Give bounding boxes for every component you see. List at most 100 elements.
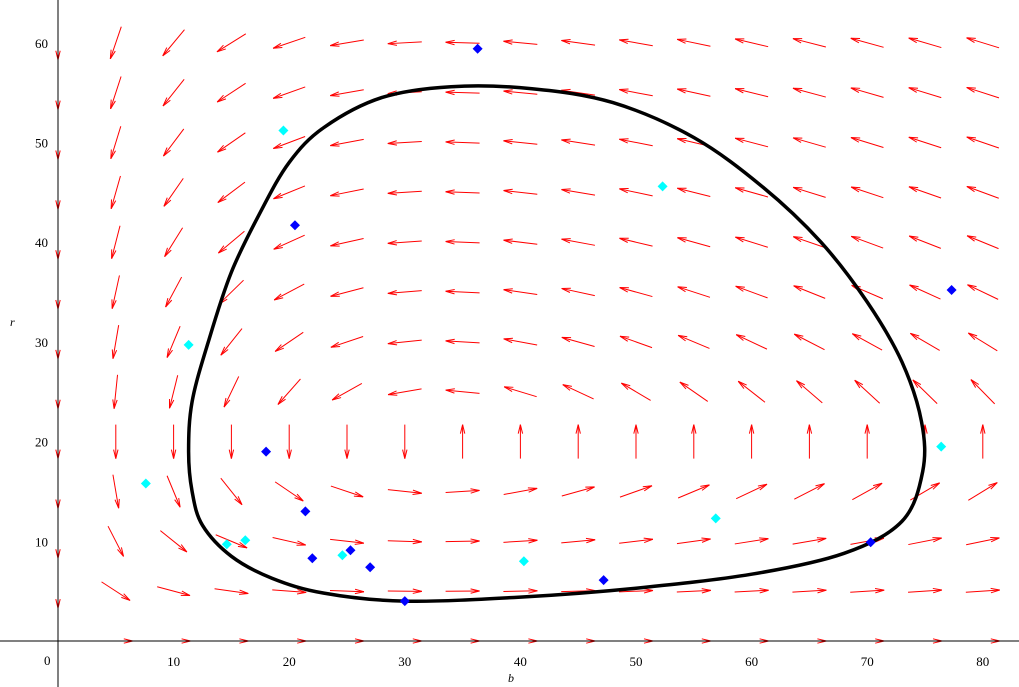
field-arrow [965, 589, 1000, 593]
field-arrow [387, 41, 422, 45]
field-arrow-head [909, 235, 919, 238]
field-arrow-head [561, 138, 571, 141]
field-arrow [561, 39, 596, 46]
field-arrow [851, 235, 884, 249]
field-arrow [734, 38, 769, 48]
field-arrow-head [174, 499, 181, 508]
field-arrow-head [678, 334, 688, 338]
field-arrow-head [796, 380, 803, 389]
field-arrow-head [736, 334, 746, 337]
field-arrow-head [621, 382, 631, 387]
field-arrow-head [503, 140, 513, 145]
field-arrow-head [701, 589, 711, 594]
field-arrow-head [470, 538, 480, 542]
field-arrow-head [330, 341, 339, 348]
field-arrow-head [562, 384, 571, 391]
field-arrow [793, 285, 826, 299]
field-arrow-head [693, 424, 697, 434]
field-arrow-head [274, 344, 282, 352]
field-arrow-head [735, 334, 744, 341]
field-arrow [157, 586, 191, 597]
field-arrow-head [273, 192, 282, 200]
field-arrow-head [120, 547, 125, 557]
field-arrow-head [793, 236, 802, 243]
field-arrow-head [121, 596, 131, 601]
field-arrow-head [503, 338, 513, 344]
field-arrow [111, 225, 121, 259]
field-arrow [966, 537, 1000, 546]
field-arrow-head [966, 136, 975, 143]
field-arrow-head [445, 91, 455, 96]
field-arrow-head [445, 241, 455, 245]
field-arrow-head [701, 537, 711, 540]
field-arrow-head [216, 48, 226, 53]
field-arrow-head [677, 138, 686, 144]
field-arrow [503, 487, 538, 496]
field-arrow-head [178, 497, 181, 508]
field-arrow-head [908, 136, 919, 139]
field-arrow-head [109, 49, 112, 59]
field-arrow-head [793, 285, 802, 292]
field-arrow [908, 136, 942, 149]
field-arrow [217, 132, 246, 153]
field-arrow-head [412, 588, 422, 592]
data-point-series-2 [183, 339, 194, 350]
field-arrow-head [239, 589, 249, 594]
data-point-series-1 [345, 545, 356, 556]
field-arrow-head [387, 190, 397, 194]
field-arrow [160, 530, 188, 553]
field-arrow-head [619, 138, 628, 144]
data-point-series-2 [221, 539, 232, 550]
y-tick-label: 40 [35, 235, 48, 250]
field-arrow [503, 590, 538, 592]
field-arrow-head [445, 290, 455, 295]
field-arrow-head [850, 87, 860, 93]
field-arrow [387, 190, 422, 194]
field-arrow-head [966, 235, 977, 238]
field-arrow [329, 590, 365, 593]
field-arrow-head [354, 588, 365, 593]
field-arrow-head [933, 537, 942, 543]
field-arrow-head [445, 89, 455, 93]
field-arrow-head [619, 39, 628, 45]
field-arrow [677, 334, 710, 349]
field-arrow [561, 139, 596, 146]
field-arrow-head [113, 399, 118, 409]
field-arrow [107, 525, 124, 557]
field-arrow [967, 284, 999, 300]
field-arrow-head [113, 449, 117, 459]
field-arrow-head [577, 424, 581, 434]
field-arrow-head [908, 186, 917, 193]
field-arrow [618, 589, 654, 593]
field-arrow-head [217, 245, 225, 254]
field-arrow [970, 379, 996, 405]
field-arrow-head [503, 188, 513, 191]
field-arrow-head [759, 538, 769, 543]
field-arrow-head [217, 195, 225, 203]
field-arrow [735, 187, 769, 198]
field-arrow-head [166, 349, 173, 358]
field-arrow-head [163, 199, 172, 207]
field-arrow-head [110, 150, 116, 160]
field-arrow [445, 141, 480, 144]
field-arrow [561, 189, 596, 196]
field-arrow-head [272, 92, 282, 99]
field-arrow-head [165, 297, 169, 308]
field-arrow-head [170, 449, 175, 459]
field-arrow-head [445, 388, 455, 391]
field-arrow-head [561, 336, 571, 343]
field-arrow [387, 290, 422, 294]
field-arrow-head [759, 537, 769, 540]
field-arrow [387, 489, 422, 494]
x-tick-label: 70 [861, 654, 874, 669]
field-arrow-head [223, 399, 231, 408]
field-arrow-head [619, 38, 629, 41]
field-arrow-head [619, 88, 629, 91]
field-arrow-head [445, 39, 455, 43]
x-tick-label: 40 [514, 654, 527, 669]
field-arrow-head [234, 498, 243, 506]
field-arrow-head [562, 384, 572, 387]
field-arrow-head [166, 348, 169, 358]
